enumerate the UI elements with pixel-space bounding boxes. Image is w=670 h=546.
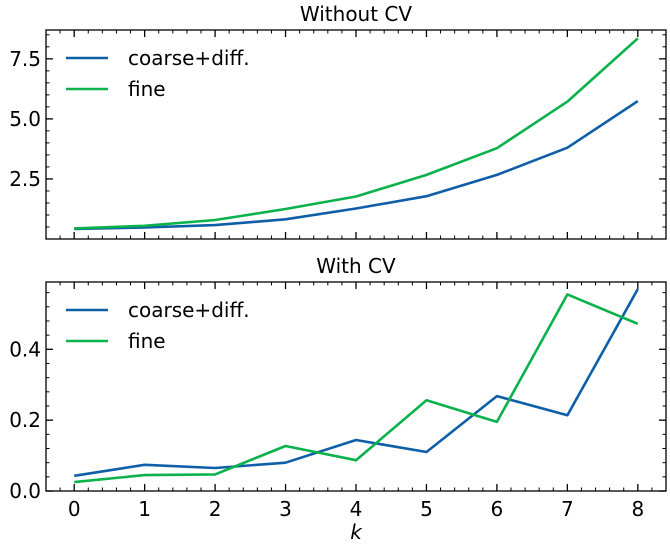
x-tick-label: 3 <box>279 497 292 521</box>
x-tick-label: 7 <box>561 497 574 521</box>
y-tick-label: 7.5 <box>9 47 41 71</box>
x-tick-label: 5 <box>420 497 433 521</box>
x-tick-label: 1 <box>138 497 151 521</box>
x-tick-label: 8 <box>631 497 644 521</box>
x-axis-label: k <box>350 520 363 544</box>
y-tick-label: 0.2 <box>9 408 41 432</box>
y-tick-label: 2.5 <box>9 167 41 191</box>
x-tick-label: 0 <box>68 497 81 521</box>
subplot-title: Without CV <box>300 2 412 26</box>
subplot-1: Without CV 2.5 5.0 7.5 coarse+diff. fine <box>9 2 667 240</box>
legend: coarse+diff. fine <box>66 298 250 353</box>
subplot-title: With CV <box>316 254 396 278</box>
legend-label: coarse+diff. <box>128 46 250 70</box>
series-line-coarse-diff <box>73 288 639 478</box>
legend-label: coarse+diff. <box>128 298 250 322</box>
subplot-2: With CV 0.0 0.2 0.4 0 1 2 3 4 5 6 7 8 k coarse+diff. fi… <box>9 254 667 544</box>
y-tick-label: 0.0 <box>9 479 41 503</box>
series-line-fine <box>74 37 639 230</box>
legend-label: fine <box>128 77 166 101</box>
plot-frame <box>45 281 667 492</box>
y-tick-label: 0.4 <box>9 337 41 361</box>
legend-label: fine <box>128 329 166 353</box>
x-tick-label: 4 <box>350 497 363 521</box>
legend: coarse+diff. fine <box>66 46 250 101</box>
series-line-fine <box>74 293 639 484</box>
y-tick-label: 5.0 <box>9 107 41 131</box>
series-line-coarse-diff <box>74 100 639 231</box>
x-tick-label: 6 <box>491 497 504 521</box>
x-tick-label: 2 <box>209 497 222 521</box>
plot-frame <box>45 29 667 240</box>
